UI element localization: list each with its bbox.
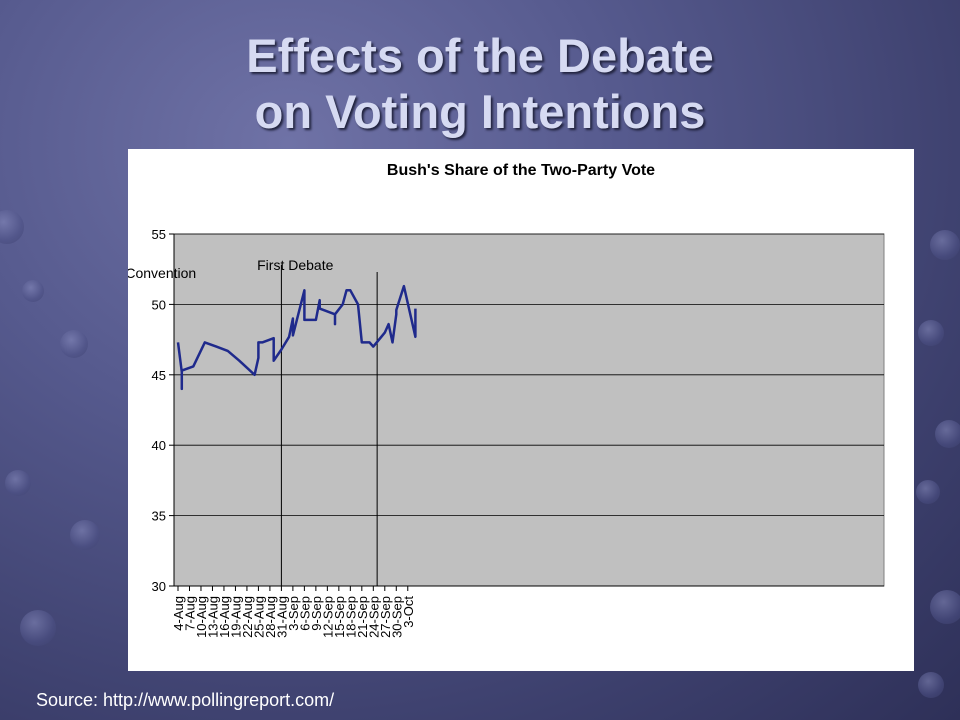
background-bubble xyxy=(930,590,960,624)
series-line xyxy=(176,284,417,391)
x-tick-label: 21-Sep xyxy=(355,596,370,638)
background-bubble xyxy=(60,330,88,358)
background-bubble xyxy=(22,280,44,302)
x-tick-label: 15-Sep xyxy=(332,596,347,638)
y-tick-label: 40 xyxy=(152,438,166,453)
x-tick-label: 12-Sep xyxy=(320,596,335,638)
y-tick-label: 55 xyxy=(152,227,166,242)
background-bubble xyxy=(918,320,944,346)
x-tick-label: 13-Aug xyxy=(205,596,220,638)
background-bubble xyxy=(5,470,31,496)
x-tick-label: 7-Aug xyxy=(182,596,197,631)
slide-title: Effects of the Debate on Voting Intentio… xyxy=(0,28,960,141)
plot-area xyxy=(173,233,885,587)
x-tick-label: 22-Aug xyxy=(240,596,255,638)
chart-container: Bush's Share of the Two-Party Vote 30 35 4… xyxy=(51,149,914,671)
x-tick-label: 16-Aug xyxy=(217,596,232,638)
background-bubble xyxy=(918,672,944,698)
source-note: Source: http://www.pollingreport.com/ xyxy=(36,690,335,710)
x-tick-label: 31-Aug xyxy=(274,596,289,638)
y-tick-label: 30 xyxy=(152,579,166,594)
x-tick-label: 6-Sep xyxy=(297,596,312,631)
series-group xyxy=(176,284,417,391)
x-tick-label: 30-Sep xyxy=(389,596,404,638)
x-tick-label: 27-Sep xyxy=(378,596,393,638)
line-chart: Bush's Share of the Two-Party Vote 30 35 4… xyxy=(51,162,885,638)
annotation-label: First Debate xyxy=(257,257,333,273)
x-tick-label: 18-Sep xyxy=(343,596,358,638)
y-tick-label: 45 xyxy=(152,368,166,383)
x-tick-label: 10-Aug xyxy=(194,596,209,638)
background-bubble xyxy=(20,610,56,646)
y-tick-label: 35 xyxy=(152,509,166,524)
y-axis-ticks: 30 35 40 45 50 55 xyxy=(152,227,884,594)
x-tick-label: 19-Aug xyxy=(228,596,243,638)
x-tick-label: 25-Aug xyxy=(251,596,266,638)
x-tick-label: 9-Sep xyxy=(309,596,324,631)
background-bubble xyxy=(70,520,100,550)
annotation-label: Republican Convention xyxy=(128,265,196,281)
x-tick-label: 3-Oct xyxy=(401,596,416,628)
x-tick-label: 4-Aug xyxy=(171,596,186,631)
background-bubble xyxy=(935,420,960,448)
y-tick-label: 50 xyxy=(152,297,166,312)
slide-title-line1: Effects of the Debate xyxy=(246,29,714,82)
x-tick-label: 24-Sep xyxy=(366,596,381,638)
background-bubble xyxy=(916,480,940,504)
background-bubble xyxy=(930,230,960,260)
slide-title-line2: on Voting Intentions xyxy=(254,85,706,139)
x-tick-label: 3-Sep xyxy=(286,596,301,631)
chart-title: Bush's Share of the Two-Party Vote xyxy=(387,162,655,179)
x-axis-ticks: 4-Aug7-Aug10-Aug13-Aug16-Aug19-Aug22-Aug… xyxy=(171,586,416,638)
background-bubble xyxy=(0,210,24,244)
x-tick-label: 28-Aug xyxy=(263,596,278,638)
